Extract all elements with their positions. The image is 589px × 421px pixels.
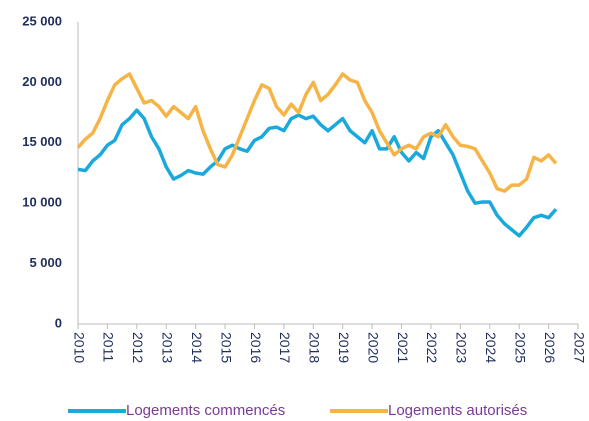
y-tick-label: 0 [55, 315, 62, 330]
y-tick-label: 20 000 [22, 74, 62, 89]
y-tick-label: 25 000 [22, 13, 62, 28]
x-tick-label: 2016 [248, 332, 264, 363]
x-tick-label: 2010 [71, 332, 87, 363]
x-tick-label: 2012 [130, 332, 146, 363]
x-tick-label: 2018 [307, 332, 323, 363]
legend-label: Logements autorisés [388, 402, 527, 419]
x-tick-label: 2011 [101, 332, 117, 362]
y-tick-label: 5 000 [29, 255, 62, 270]
x-tick-label: 2020 [365, 332, 381, 363]
x-tick-label: 2022 [424, 332, 440, 363]
x-tick-label: 2025 [512, 332, 528, 363]
series-line [77, 108, 558, 238]
x-tick-label: 2013 [160, 332, 176, 363]
x-tick-label: 2021 [395, 332, 411, 363]
y-tick-label: 15 000 [22, 134, 62, 149]
x-tick-label: 2019 [336, 332, 352, 363]
x-tick-label: 2023 [454, 332, 470, 363]
y-tick-label: 10 000 [22, 195, 62, 210]
x-tick-label: 2027 [571, 332, 587, 363]
x-tick-label: 2024 [483, 332, 499, 363]
series-line [76, 72, 558, 193]
legend-label: Logements commencés [126, 402, 285, 419]
x-tick-label: 2026 [542, 332, 558, 363]
x-tick-label: 2017 [277, 332, 293, 363]
x-tick-label: 2015 [218, 332, 234, 363]
x-tick-label: 2014 [189, 332, 205, 363]
